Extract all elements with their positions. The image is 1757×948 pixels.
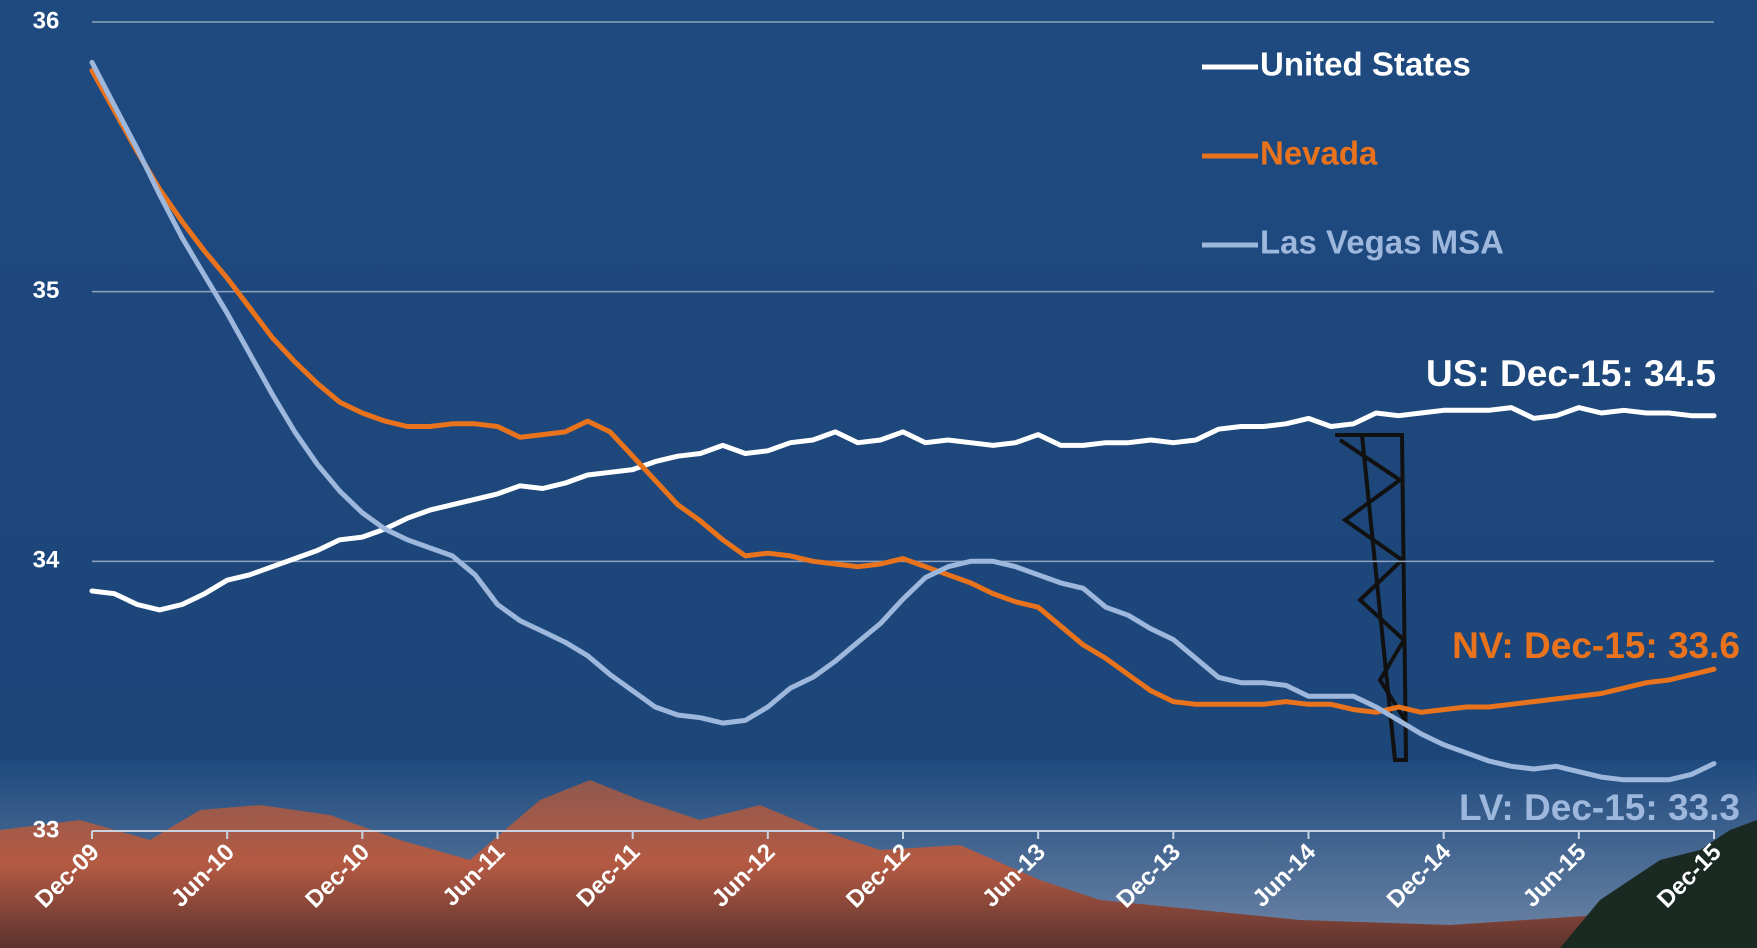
legend-label: Nevada: [1260, 135, 1378, 172]
tree-line: [1560, 820, 1757, 948]
mountains: [0, 780, 1757, 948]
y-tick-label: 36: [33, 7, 60, 34]
annotation: LV: Dec-15: 33.3: [1459, 787, 1740, 828]
legend-label: Las Vegas MSA: [1260, 224, 1504, 261]
y-tick-label: 35: [33, 277, 60, 304]
series-line: [89, 405, 1717, 613]
series-line: [89, 68, 1717, 715]
y-tick-label: 33: [33, 816, 60, 843]
tower-frame: [1335, 433, 1409, 762]
annotation: US: Dec-15: 34.5: [1426, 353, 1716, 394]
y-tick-label: 34: [33, 547, 60, 574]
annotation: NV: Dec-15: 33.6: [1452, 625, 1740, 666]
tower: [1335, 433, 1409, 762]
tower-lattice: [1338, 438, 1407, 722]
series-line: [89, 59, 1717, 783]
legend-label: United States: [1260, 46, 1471, 83]
